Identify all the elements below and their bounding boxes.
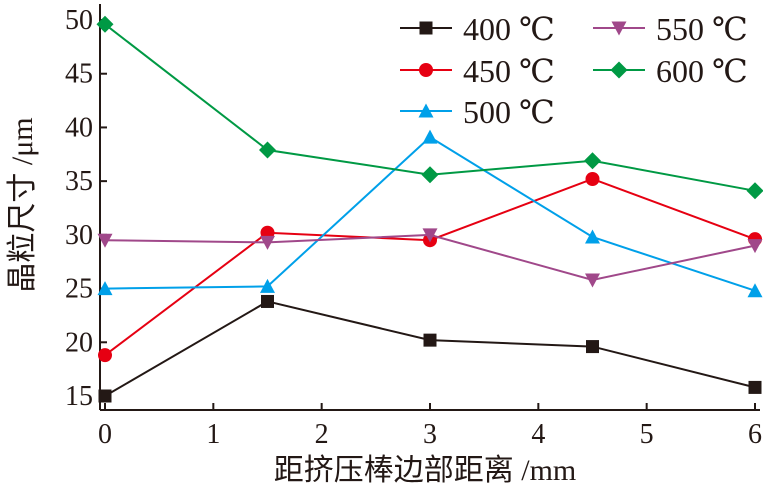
y-tick-label: 45 bbox=[65, 59, 93, 90]
legend-label: 450 ℃ bbox=[463, 53, 555, 89]
data-point bbox=[422, 166, 439, 183]
y-tick-label: 20 bbox=[65, 327, 93, 358]
data-point bbox=[98, 348, 112, 362]
series-line bbox=[105, 301, 755, 396]
data-point bbox=[259, 141, 276, 158]
legend-marker bbox=[611, 62, 628, 79]
x-axis-label: 距挤压棒边部距离 /mm bbox=[274, 454, 577, 487]
data-point bbox=[747, 182, 763, 199]
series-500 bbox=[98, 130, 763, 298]
y-tick-label: 40 bbox=[65, 112, 93, 143]
data-point bbox=[424, 334, 437, 347]
legend-item: 600 ℃ bbox=[593, 53, 748, 89]
legend-label: 400 ℃ bbox=[463, 11, 555, 47]
legend-item: 400 ℃ bbox=[400, 11, 555, 47]
data-point bbox=[586, 340, 599, 353]
y-tick-label: 50 bbox=[65, 5, 93, 36]
y-tick-label: 35 bbox=[65, 166, 93, 197]
data-point bbox=[261, 295, 274, 308]
legend-item: 500 ℃ bbox=[400, 94, 555, 130]
x-tick-label: 3 bbox=[423, 419, 437, 450]
y-axis-label: 晶粒尺寸 /μm bbox=[6, 117, 39, 292]
data-point bbox=[748, 283, 763, 297]
x-tick-label: 2 bbox=[315, 419, 329, 450]
series-400 bbox=[99, 295, 762, 403]
data-point bbox=[99, 390, 112, 403]
data-point bbox=[586, 172, 600, 186]
legend: 400 ℃ 450 ℃ 500 ℃ 550 ℃ 600 ℃ bbox=[400, 11, 748, 130]
series-550 bbox=[98, 228, 763, 287]
data-point bbox=[584, 152, 601, 169]
legend-label: 550 ℃ bbox=[656, 11, 748, 47]
legend-label: 500 ℃ bbox=[463, 94, 555, 130]
data-point bbox=[749, 381, 762, 394]
x-tick-label: 4 bbox=[531, 419, 545, 450]
legend-marker bbox=[420, 22, 433, 35]
data-point bbox=[423, 130, 438, 144]
y-tick-label: 25 bbox=[65, 274, 93, 305]
legend-item: 450 ℃ bbox=[400, 53, 555, 89]
y-tick-label: 30 bbox=[65, 220, 93, 251]
legend-marker bbox=[419, 63, 433, 77]
x-tick-label: 1 bbox=[206, 419, 220, 450]
data-point bbox=[585, 273, 600, 287]
y-tick-label: 15 bbox=[65, 381, 93, 412]
legend-item: 550 ℃ bbox=[593, 11, 748, 47]
x-tick-label: 5 bbox=[640, 419, 654, 450]
data-point bbox=[585, 230, 600, 244]
x-tick-label: 6 bbox=[748, 419, 762, 450]
legend-label: 600 ℃ bbox=[656, 53, 748, 89]
series-line bbox=[105, 24, 755, 191]
series-line bbox=[105, 137, 755, 291]
x-tick-label: 0 bbox=[98, 419, 112, 450]
